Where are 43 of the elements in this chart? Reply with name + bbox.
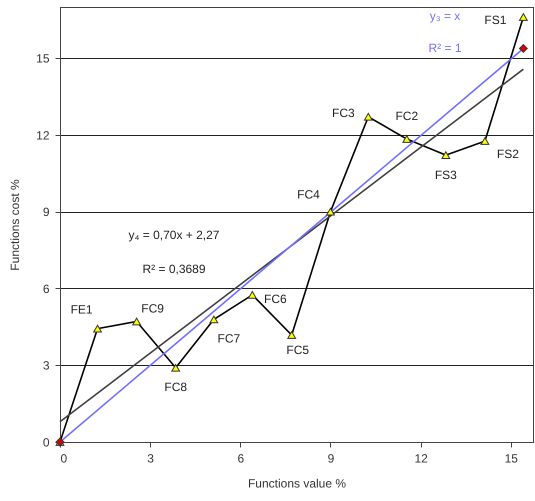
annotation: FC9 [141,301,164,316]
annotation: FC7 [218,331,241,346]
annotation: FC8 [164,380,188,394]
annotation: y₃ = x [430,9,460,23]
annotation: FS1 [484,12,507,27]
x-tick-label: 0 [60,452,68,466]
x-tick-label: 3 [147,452,154,466]
annotation: FC5 [286,343,310,358]
annotation: FC6 [264,292,287,306]
annotation: FC3 [332,106,355,120]
point [93,324,102,332]
y-tick-label: 12 [36,128,50,142]
annotation: FS3 [434,168,458,182]
annotation: FE1 [70,302,93,317]
y-tick-label: 0 [42,436,50,450]
y-tick-label: 3 [42,358,50,373]
point [248,291,257,299]
y-axis-title: Functions cost % [8,178,22,271]
point [326,208,335,216]
point [287,331,296,339]
annotation: FS2 [496,147,520,162]
point [519,44,528,53]
x-tick-label: 9 [328,452,335,466]
y-tick-label: 6 [42,282,50,296]
x-tick-label: 15 [504,452,518,466]
x-tick-label: 6 [237,452,244,466]
y-tick-label: 15 [36,52,50,66]
annotation: y₄ = 0,70x + 2,27 [128,228,220,242]
x-tick-label: 12 [414,452,428,466]
point [364,112,373,121]
point [480,137,490,145]
point [209,316,218,324]
x-axis-title: Functions value % [248,476,346,490]
point [171,364,180,372]
annotation: R² = 1 [428,41,462,55]
y-tick-label: 9 [42,205,50,220]
annotation: FC4 [297,188,320,202]
point [441,151,450,160]
annotation: R² = 0,3689 [142,262,206,276]
annotation: FC2 [395,109,418,124]
point [402,135,412,143]
point [132,318,142,326]
point [519,13,528,21]
